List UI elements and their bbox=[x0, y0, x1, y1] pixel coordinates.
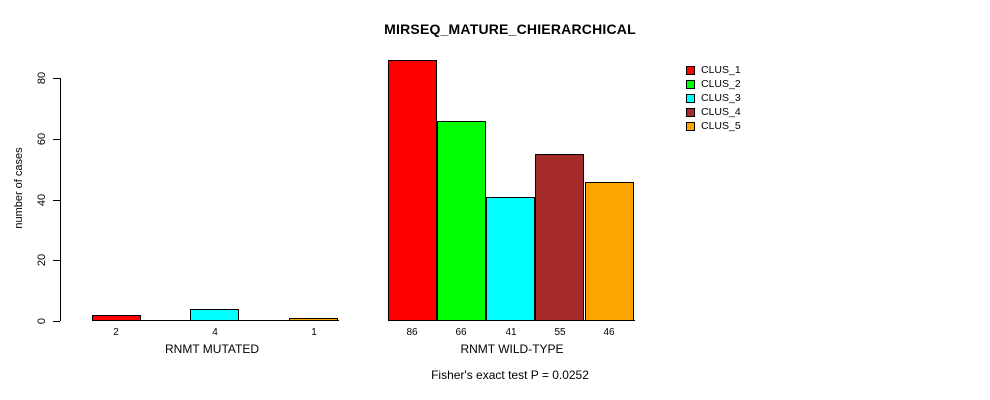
y-axis-tick-label: 60 bbox=[36, 132, 48, 146]
bar-clus_1 bbox=[92, 315, 141, 321]
bar-clus_5 bbox=[289, 318, 338, 321]
bar-value-label: 4 bbox=[212, 327, 218, 338]
y-axis-line bbox=[60, 78, 61, 321]
y-axis-tick-label: 0 bbox=[36, 317, 48, 325]
bar-clus_5 bbox=[585, 182, 634, 321]
legend-swatch-clus_5 bbox=[686, 121, 695, 131]
legend-item: CLUS_3 bbox=[686, 91, 741, 105]
bar-value-label: 1 bbox=[311, 327, 317, 338]
y-axis-label: number of cases bbox=[13, 147, 25, 229]
bar-clus_3 bbox=[190, 309, 239, 321]
legend-swatch-clus_1 bbox=[686, 65, 695, 75]
chart-title: MIRSEQ_MATURE_CHIERARCHICAL bbox=[384, 21, 636, 37]
y-axis-tick bbox=[53, 200, 60, 201]
bar-value-label: 2 bbox=[113, 327, 119, 338]
legend-item: CLUS_2 bbox=[686, 77, 741, 91]
bar-clus_3 bbox=[486, 197, 535, 321]
bar-value-label: 55 bbox=[554, 327, 566, 338]
bar-value-label: 41 bbox=[505, 327, 517, 338]
legend-label: CLUS_4 bbox=[701, 106, 741, 118]
legend-swatch-clus_4 bbox=[686, 107, 695, 117]
bar-value-label: 86 bbox=[406, 327, 418, 338]
y-axis-tick-label: 80 bbox=[36, 71, 48, 85]
legend-label: CLUS_5 bbox=[701, 120, 741, 132]
legend-label: CLUS_1 bbox=[701, 64, 741, 76]
legend-item: CLUS_1 bbox=[686, 63, 741, 77]
x-group-label-wildtype: RNMT WILD-TYPE bbox=[460, 342, 564, 356]
y-axis-tick bbox=[53, 321, 60, 322]
y-axis-tick bbox=[53, 260, 60, 261]
y-axis-tick-label: 40 bbox=[36, 193, 48, 207]
bar-clus_4 bbox=[535, 154, 584, 321]
y-axis-tick-label: 20 bbox=[36, 253, 48, 267]
legend-label: CLUS_3 bbox=[701, 92, 741, 104]
legend-swatch-clus_3 bbox=[686, 93, 695, 103]
x-group-label-mutated: RNMT MUTATED bbox=[165, 342, 259, 356]
legend-item: CLUS_5 bbox=[686, 119, 741, 133]
legend-swatch-clus_2 bbox=[686, 79, 695, 89]
bar-value-label: 46 bbox=[603, 327, 615, 338]
legend-label: CLUS_2 bbox=[701, 78, 741, 90]
annotation-text: Fisher's exact test P = 0.0252 bbox=[431, 368, 589, 382]
bar-clus_2 bbox=[437, 121, 486, 321]
bar-clus_1 bbox=[388, 60, 437, 321]
bar-value-label: 66 bbox=[455, 327, 467, 338]
legend: CLUS_1 CLUS_2 CLUS_3 CLUS_4 CLUS_5 bbox=[686, 63, 741, 133]
y-axis-tick bbox=[53, 139, 60, 140]
y-axis-tick bbox=[53, 78, 60, 79]
legend-item: CLUS_4 bbox=[686, 105, 741, 119]
